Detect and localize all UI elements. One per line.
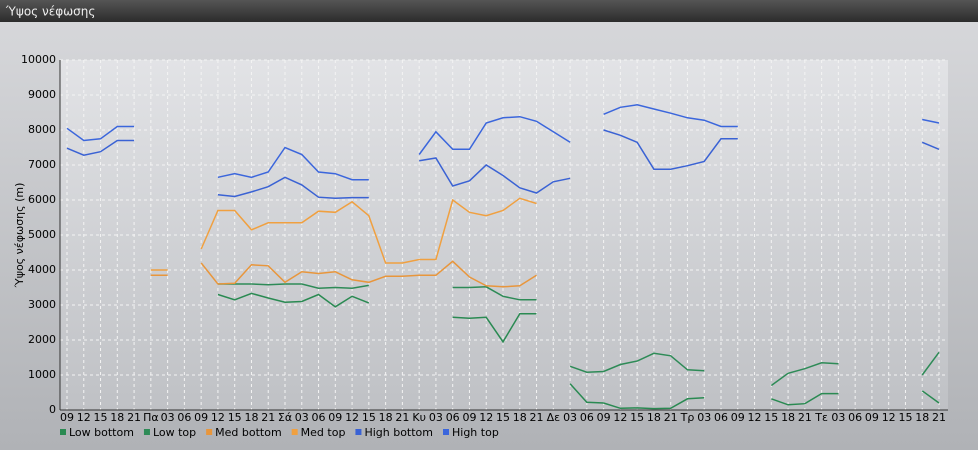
title-bar <box>0 0 978 22</box>
y-tick-label: 4000 <box>28 263 56 276</box>
x-tick-label: 03 <box>161 411 175 424</box>
series-line <box>66 129 940 200</box>
x-tick-label: 15 <box>94 411 108 424</box>
x-tick-label: Δε <box>547 411 561 424</box>
series-line <box>150 197 537 271</box>
x-tick-label: 21 <box>395 411 409 424</box>
x-tick-label: 03 <box>295 411 309 424</box>
legend-label: Med bottom <box>215 426 282 439</box>
x-tick-label: 06 <box>580 411 594 424</box>
y-tick-label: 6000 <box>28 193 56 206</box>
x-tick-label: 12 <box>748 411 762 424</box>
x-tick-label: Τε <box>814 411 828 424</box>
x-tick-label: 15 <box>898 411 912 424</box>
x-tick-label: 21 <box>664 411 678 424</box>
x-tick-label: 15 <box>362 411 376 424</box>
y-tick-label: 8000 <box>28 123 56 136</box>
x-tick-label: 12 <box>613 411 627 424</box>
x-tick-label: 15 <box>630 411 644 424</box>
x-tick-label: 03 <box>697 411 711 424</box>
x-tick-label: 21 <box>932 411 946 424</box>
y-tick-label: 9000 <box>28 88 56 101</box>
x-tick-label: 09 <box>194 411 208 424</box>
series-line <box>217 283 940 387</box>
x-tick-label: 09 <box>60 411 74 424</box>
series-line <box>66 104 940 181</box>
y-tick-label: 10000 <box>21 53 56 66</box>
x-tick-label: 15 <box>228 411 242 424</box>
x-tick-label: 06 <box>848 411 862 424</box>
x-tick-label: 21 <box>127 411 141 424</box>
x-tick-label: 12 <box>77 411 91 424</box>
x-tick-label: 18 <box>647 411 661 424</box>
x-tick-label: 15 <box>496 411 510 424</box>
x-tick-label: 21 <box>798 411 812 424</box>
x-tick-label: 18 <box>781 411 795 424</box>
legend-label: Med top <box>301 426 346 439</box>
x-tick-label: Κυ <box>412 411 426 424</box>
x-tick-label: 18 <box>915 411 929 424</box>
x-tick-label: 03 <box>831 411 845 424</box>
x-tick-label: 18 <box>379 411 393 424</box>
x-tick-label: 09 <box>328 411 342 424</box>
legend-swatch <box>291 429 298 435</box>
legend-swatch <box>60 429 66 435</box>
x-tick-label: 06 <box>177 411 191 424</box>
x-tick-label: 09 <box>462 411 476 424</box>
legend-label: High top <box>452 426 499 439</box>
x-tick-label: 09 <box>731 411 745 424</box>
series-line <box>217 292 940 410</box>
x-tick-label: 12 <box>479 411 493 424</box>
x-tick-label: Τρ <box>680 411 695 424</box>
x-tick-label: 18 <box>513 411 527 424</box>
y-tick-label: 1000 <box>28 368 56 381</box>
legend-swatch <box>143 429 150 435</box>
legend-swatch <box>443 429 449 435</box>
x-tick-label: Πα <box>143 411 159 424</box>
y-tick-label: 2000 <box>28 333 56 346</box>
x-tick-label: 21 <box>261 411 275 424</box>
x-tick-label: 18 <box>110 411 124 424</box>
x-tick-label: 21 <box>530 411 544 424</box>
x-tick-label: 15 <box>764 411 778 424</box>
y-tick-label: 0 <box>49 403 56 416</box>
x-tick-label: 12 <box>882 411 896 424</box>
x-tick-label: 03 <box>563 411 577 424</box>
x-tick-label: 09 <box>597 411 611 424</box>
series-line <box>150 260 537 288</box>
x-tick-label: 12 <box>211 411 225 424</box>
legend-swatch <box>355 429 362 435</box>
x-tick-label: 18 <box>244 411 258 424</box>
y-tick-label: 3000 <box>28 298 56 311</box>
x-tick-label: 03 <box>429 411 443 424</box>
x-tick-label: 12 <box>345 411 359 424</box>
legend-swatch <box>206 429 213 435</box>
x-tick-label: 06 <box>446 411 460 424</box>
y-tick-label: 7000 <box>28 158 56 171</box>
legend-label: High bottom <box>364 426 433 439</box>
y-tick-label: 5000 <box>28 228 56 241</box>
legend-label: Low top <box>153 426 196 439</box>
x-tick-label: 06 <box>714 411 728 424</box>
legend-label: Low bottom <box>69 426 134 439</box>
x-tick-label: Σά <box>278 411 292 424</box>
x-tick-label: 06 <box>312 411 326 424</box>
window-title: Ύψος νέφωσης <box>5 5 95 19</box>
y-axis-label: Ύψος νέφωσης (m) <box>13 183 26 289</box>
x-tick-label: 09 <box>865 411 879 424</box>
